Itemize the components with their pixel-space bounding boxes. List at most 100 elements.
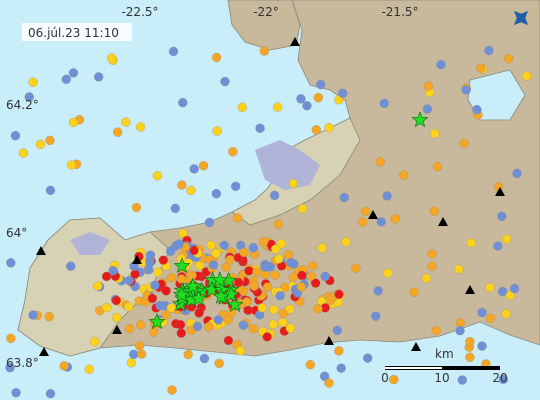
earthquake	[512, 168, 522, 179]
earthquake	[260, 262, 270, 272]
earthquake	[45, 185, 56, 195]
earthquake	[189, 245, 199, 256]
earthquake	[270, 270, 280, 280]
volcano-marker	[290, 37, 300, 46]
earthquake	[271, 244, 281, 254]
earthquake	[144, 265, 154, 275]
earthquake	[136, 320, 146, 330]
earthquake	[288, 272, 298, 283]
scale-bar: km 0 10 20	[381, 347, 507, 385]
earthquake	[274, 254, 284, 264]
earthquake	[231, 181, 241, 191]
earthquake	[194, 308, 204, 318]
earthquake	[493, 241, 503, 251]
earthquake	[296, 282, 306, 292]
earthquake	[134, 341, 145, 351]
earthquake	[505, 290, 515, 301]
volcano-marker	[368, 210, 378, 219]
earthquake	[174, 239, 184, 249]
earthquake	[183, 349, 193, 360]
earthquake	[338, 88, 348, 98]
volcano-marker	[39, 347, 49, 356]
large-earthquake	[212, 287, 230, 304]
earthquake	[455, 318, 466, 328]
earthquake	[296, 94, 306, 104]
earthquake	[102, 302, 112, 313]
earthquake	[278, 308, 288, 319]
earthquake	[147, 293, 158, 304]
earthquake	[152, 171, 163, 181]
earthquake	[84, 364, 94, 374]
earthquake	[135, 122, 146, 132]
earthquake	[360, 206, 371, 217]
earthquake	[150, 280, 160, 290]
earthquake	[59, 361, 69, 371]
timestamp: 06.júl.23 11:10	[28, 26, 119, 40]
earthquake	[376, 217, 386, 227]
earthquake	[497, 286, 508, 297]
earthquake	[363, 353, 373, 363]
earthquake	[262, 282, 273, 292]
earthquake	[522, 71, 532, 81]
earthquake	[432, 161, 443, 172]
earthquake	[252, 267, 262, 277]
earthquakes	[5, 45, 532, 399]
earthquake	[278, 317, 288, 328]
earthquake	[259, 46, 270, 56]
earthquake	[422, 104, 433, 114]
earthquake	[199, 353, 210, 364]
earthquake	[269, 190, 280, 201]
earthquake	[461, 85, 471, 95]
earthquake	[214, 358, 224, 368]
earthquake	[273, 102, 283, 112]
earthquake	[11, 388, 21, 398]
earthquake	[219, 240, 229, 251]
earthquake	[427, 249, 437, 259]
earthquake	[399, 170, 409, 180]
earthquake	[90, 336, 100, 347]
earthquake	[509, 283, 520, 294]
earthquake	[66, 261, 76, 271]
large-earthquake	[203, 280, 221, 297]
earthquake	[112, 312, 122, 323]
earthquake	[44, 311, 54, 322]
earthquake	[455, 325, 465, 336]
earthquake	[459, 138, 469, 149]
latitude-label: 63.8°	[6, 356, 39, 370]
earthquake	[454, 264, 464, 274]
earthquake	[5, 363, 15, 373]
longitude-label: -21.5°	[381, 5, 418, 19]
earthquake	[332, 325, 342, 336]
earthquake	[465, 336, 475, 347]
earthquake	[155, 300, 165, 311]
earthquake	[477, 341, 487, 351]
earthquake	[68, 68, 79, 78]
earthquake	[158, 255, 168, 265]
earthquake	[334, 289, 344, 300]
earthquake	[237, 102, 247, 112]
scale-tick-label: 0	[381, 371, 389, 385]
earthquake	[255, 123, 265, 133]
large-earthquake	[173, 257, 191, 274]
earthquake	[484, 45, 494, 56]
earthquake	[145, 250, 156, 260]
earthquake	[125, 323, 135, 334]
longitude-label: -22°	[253, 5, 279, 19]
earthquake	[436, 60, 446, 70]
earthquake	[285, 304, 295, 314]
earthquake	[389, 374, 399, 385]
earthquake	[161, 286, 171, 296]
earthquake	[421, 273, 432, 283]
earthquake	[176, 274, 187, 284]
earthquake	[228, 147, 238, 157]
earthquake	[501, 309, 511, 319]
earthquake	[238, 320, 249, 330]
earthquake	[308, 261, 318, 271]
earthquake	[285, 323, 295, 333]
large-earthquake	[173, 286, 190, 303]
earthquake	[501, 234, 512, 244]
earthquake	[472, 105, 482, 115]
earthquake	[198, 161, 209, 171]
earthquake	[178, 97, 188, 108]
